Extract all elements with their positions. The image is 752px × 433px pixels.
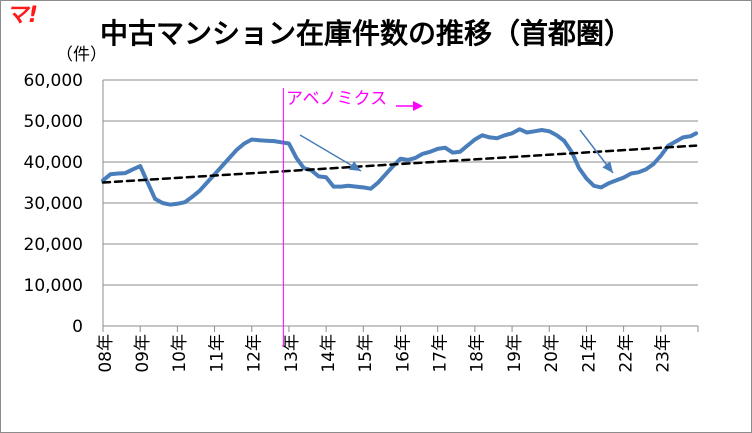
axes bbox=[102, 80, 699, 332]
x-tick-label: 19年 bbox=[505, 334, 525, 373]
x-tick-label: 22年 bbox=[616, 334, 636, 373]
inventory-series-line bbox=[101, 127, 699, 207]
x-tick-label: 21年 bbox=[579, 334, 599, 373]
y-tick-label: 0 bbox=[72, 317, 83, 337]
x-tick-label: 15年 bbox=[356, 334, 376, 373]
decline-arrow-1-shaft bbox=[299, 134, 362, 172]
annotation-layer: アベノミクス bbox=[282, 88, 614, 347]
chart-title: 中古マンション在庫件数の推移（首都圏） bbox=[100, 17, 633, 50]
x-tick-label: 08年 bbox=[96, 334, 116, 373]
x-tick-label: 12年 bbox=[245, 334, 265, 373]
decline-arrow-1-head bbox=[348, 161, 361, 171]
y-tick-label: 60,000 bbox=[24, 71, 83, 91]
y-tick-label: 20,000 bbox=[24, 235, 83, 255]
decline-arrow-2-head bbox=[602, 161, 613, 173]
x-tick-label: 10年 bbox=[170, 334, 190, 373]
y-tick-label: 40,000 bbox=[24, 153, 83, 173]
x-tick-label: 17年 bbox=[431, 334, 451, 373]
abenomics-label: アベノミクス bbox=[286, 89, 387, 109]
x-tick-labels: 08年 09年 10年 11年 12年 13年 14年 15年 16年 17年 18年 19年 20年 2… bbox=[96, 334, 674, 373]
x-tick-label: 16年 bbox=[393, 334, 413, 373]
abenomics-arrow-head bbox=[413, 101, 423, 111]
y-tick-labels: 0 10,000 20,000 30,000 40,000 50,000 60,000 bbox=[24, 71, 83, 337]
y-tick-label: 30,000 bbox=[24, 194, 83, 214]
x-tick-label: 18年 bbox=[468, 334, 488, 373]
brand-logo: マ! bbox=[6, 3, 39, 28]
x-tick-label: 14年 bbox=[319, 334, 339, 373]
y-tick-label: 10,000 bbox=[24, 276, 83, 296]
x-tick-label: 20年 bbox=[542, 334, 562, 373]
gridlines bbox=[103, 79, 698, 286]
x-tick-label: 09年 bbox=[133, 334, 153, 373]
y-tick-label: 50,000 bbox=[24, 112, 83, 132]
y-axis-unit-label: （件） bbox=[56, 45, 107, 65]
x-tick-label: 23年 bbox=[654, 334, 674, 373]
x-tick-label: 13年 bbox=[282, 334, 302, 373]
x-tick-label: 11年 bbox=[207, 334, 227, 373]
